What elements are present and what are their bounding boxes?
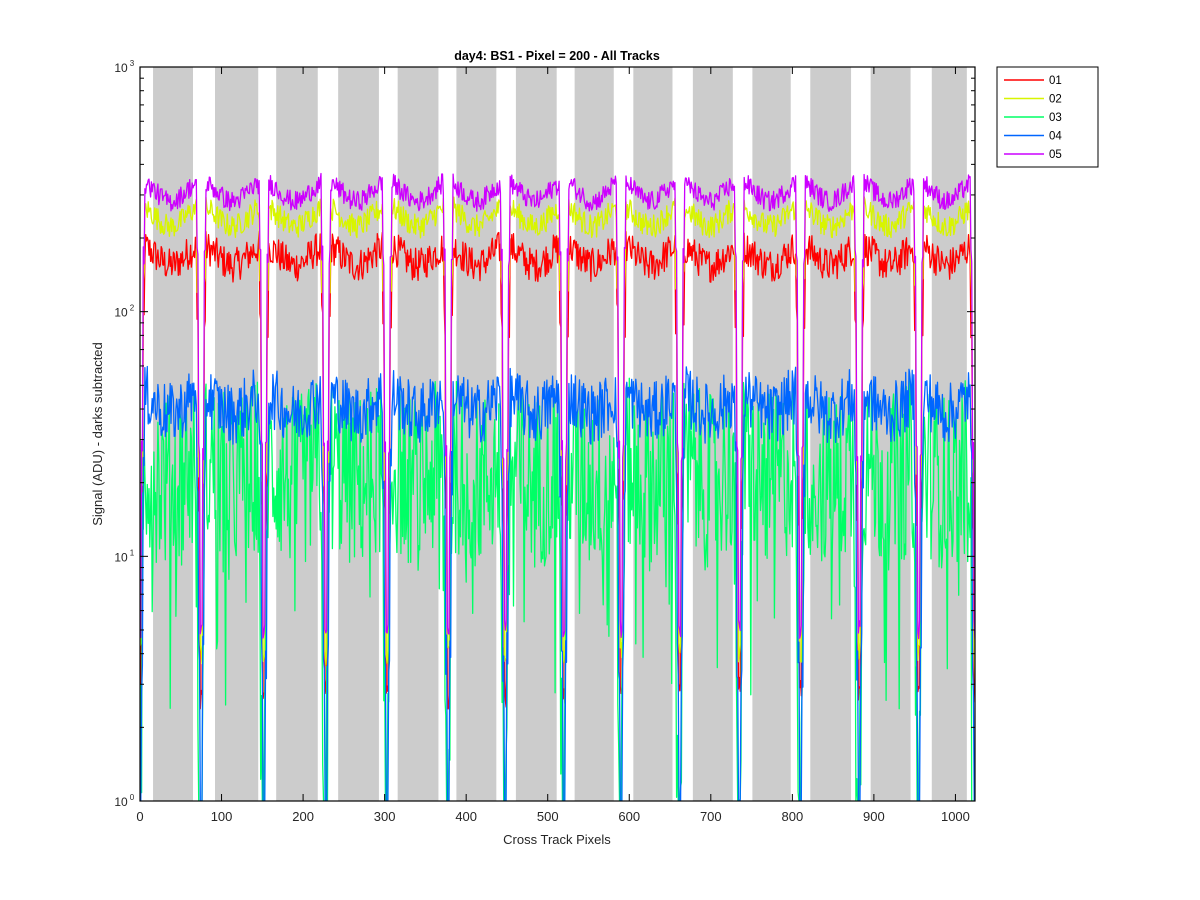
plot-area: 0 100 200 300 400 500 600 700 800 900 1000 10 010 11… [114, 59, 976, 824]
x-tick-label: 1000 [941, 809, 970, 824]
x-tick-label: 900 [863, 809, 885, 824]
x-tick-label: 400 [455, 809, 477, 824]
x-tick-label: 200 [292, 809, 314, 824]
x-axis-label: Cross Track Pixels [503, 832, 611, 847]
x-tick-label: 100 [211, 809, 233, 824]
x-tick-label: 300 [374, 809, 396, 824]
x-tick-label: 500 [537, 809, 559, 824]
legend-label-05: 05 [1049, 149, 1062, 161]
x-tick-label: 700 [700, 809, 722, 824]
series-line-05 [140, 172, 975, 640]
axes-box [139, 66, 976, 802]
y-tick-exponent: 2 [130, 304, 135, 313]
y-tick-label: 10 [114, 550, 128, 564]
y-tick-exponent: 3 [130, 59, 135, 68]
y-tick-label: 10 [114, 795, 128, 809]
y-tick-label: 10 [114, 61, 128, 75]
x-axis: 0 100 200 300 400 500 600 700 800 900 1000 [136, 67, 970, 824]
y-tick-exponent: 1 [130, 548, 135, 557]
x-tick-label: 0 [136, 809, 143, 824]
x-tick-label: 600 [618, 809, 640, 824]
chart-title: day4: BS1 - Pixel = 200 - All Tracks [454, 49, 660, 63]
y-tick-label: 10 [114, 306, 128, 320]
series-line-02 [140, 195, 975, 680]
legend-label-01: 01 [1049, 75, 1062, 87]
series-line-04 [140, 365, 975, 801]
y-axis-label: Signal (ADU) - darks subtracted [90, 342, 105, 526]
legend: 01 02 03 04 05 [996, 66, 1099, 168]
legend-label-03: 03 [1049, 112, 1062, 124]
legend-label-02: 02 [1049, 94, 1062, 106]
x-tick-label: 800 [781, 809, 803, 824]
series-lines [140, 172, 975, 801]
series-line-01 [140, 230, 975, 710]
y-tick-exponent: 0 [130, 793, 135, 802]
legend-label-04: 04 [1049, 131, 1062, 143]
